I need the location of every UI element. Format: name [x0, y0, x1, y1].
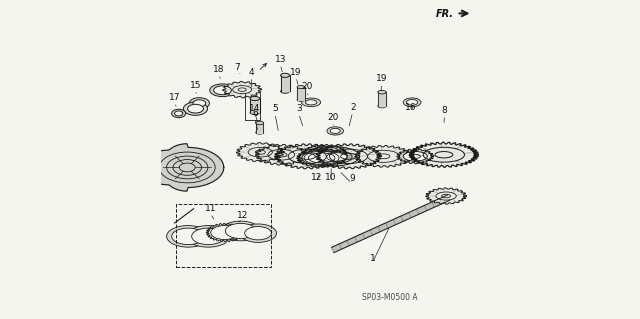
Text: 7: 7 — [234, 63, 240, 72]
Ellipse shape — [327, 127, 344, 135]
Polygon shape — [297, 87, 305, 100]
Ellipse shape — [193, 100, 205, 107]
Ellipse shape — [166, 226, 210, 247]
Ellipse shape — [403, 98, 421, 107]
Ellipse shape — [172, 109, 186, 118]
Ellipse shape — [378, 90, 386, 94]
Polygon shape — [147, 144, 224, 191]
Polygon shape — [303, 145, 346, 162]
Text: 5: 5 — [272, 104, 278, 114]
Ellipse shape — [211, 226, 239, 240]
Ellipse shape — [310, 147, 340, 159]
Text: 19: 19 — [376, 74, 387, 83]
Polygon shape — [378, 92, 386, 106]
Ellipse shape — [403, 152, 428, 161]
Ellipse shape — [221, 221, 260, 241]
Ellipse shape — [244, 226, 271, 240]
Text: 8: 8 — [442, 106, 447, 115]
Ellipse shape — [280, 73, 289, 78]
Text: 2: 2 — [350, 103, 356, 112]
Polygon shape — [256, 123, 264, 132]
Ellipse shape — [406, 100, 418, 105]
Polygon shape — [250, 99, 260, 113]
Ellipse shape — [188, 104, 204, 113]
Text: 1: 1 — [369, 254, 375, 263]
Polygon shape — [306, 147, 360, 166]
Ellipse shape — [321, 151, 352, 163]
Polygon shape — [280, 75, 289, 91]
Text: 16: 16 — [405, 103, 417, 112]
Ellipse shape — [330, 128, 340, 133]
Ellipse shape — [309, 147, 340, 160]
Text: 14: 14 — [249, 104, 260, 114]
Polygon shape — [316, 144, 381, 169]
Ellipse shape — [189, 98, 209, 109]
Text: FR.: FR. — [436, 9, 454, 19]
Text: 13: 13 — [275, 55, 286, 64]
Text: 4: 4 — [249, 68, 255, 77]
Polygon shape — [297, 149, 346, 167]
Ellipse shape — [302, 151, 341, 165]
Ellipse shape — [250, 110, 260, 115]
Polygon shape — [332, 195, 450, 253]
Text: 3: 3 — [296, 104, 301, 114]
Polygon shape — [275, 144, 340, 169]
Text: 12: 12 — [311, 173, 323, 182]
Text: 6: 6 — [252, 109, 258, 118]
Ellipse shape — [192, 228, 225, 245]
Ellipse shape — [378, 104, 386, 108]
Text: 12: 12 — [237, 211, 249, 220]
Text: 10: 10 — [325, 173, 337, 182]
Ellipse shape — [239, 224, 276, 242]
Ellipse shape — [301, 98, 321, 107]
Polygon shape — [206, 223, 243, 242]
Text: 18: 18 — [212, 65, 224, 74]
Ellipse shape — [225, 223, 256, 239]
Polygon shape — [236, 143, 284, 162]
Ellipse shape — [280, 89, 289, 93]
Polygon shape — [255, 145, 307, 165]
Ellipse shape — [256, 121, 264, 125]
Ellipse shape — [187, 226, 230, 247]
Ellipse shape — [214, 86, 232, 95]
Text: 20: 20 — [301, 82, 312, 91]
Polygon shape — [426, 188, 467, 204]
Text: 11: 11 — [205, 204, 216, 213]
Ellipse shape — [297, 98, 305, 101]
Ellipse shape — [297, 85, 305, 89]
Text: 19: 19 — [291, 68, 302, 77]
Ellipse shape — [172, 228, 205, 245]
Polygon shape — [397, 149, 434, 164]
Polygon shape — [223, 81, 262, 98]
Ellipse shape — [250, 96, 260, 100]
Ellipse shape — [314, 149, 336, 158]
Ellipse shape — [326, 153, 347, 161]
Text: 17: 17 — [169, 93, 180, 102]
Text: 15: 15 — [189, 81, 201, 90]
Text: SP03-M0500 A: SP03-M0500 A — [362, 293, 418, 302]
Ellipse shape — [184, 102, 207, 115]
Text: 9: 9 — [349, 174, 355, 183]
Ellipse shape — [210, 84, 235, 97]
Ellipse shape — [305, 100, 317, 105]
Text: 20: 20 — [327, 113, 339, 122]
Polygon shape — [355, 145, 412, 167]
Polygon shape — [409, 142, 479, 167]
Ellipse shape — [256, 131, 264, 134]
Ellipse shape — [175, 111, 183, 116]
